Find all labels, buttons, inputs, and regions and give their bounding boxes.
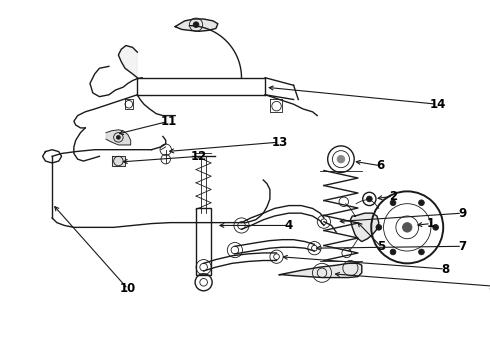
- Circle shape: [390, 200, 396, 206]
- Polygon shape: [112, 156, 125, 166]
- Circle shape: [117, 135, 120, 139]
- Text: 5: 5: [377, 240, 385, 253]
- Polygon shape: [350, 213, 379, 242]
- Text: 10: 10: [120, 282, 136, 296]
- Circle shape: [402, 222, 412, 232]
- Bar: [196, 208, 211, 275]
- Text: 2: 2: [389, 190, 397, 203]
- Polygon shape: [106, 130, 131, 145]
- Circle shape: [376, 225, 382, 230]
- Circle shape: [337, 156, 345, 163]
- Text: 1: 1: [427, 217, 435, 230]
- Text: 6: 6: [377, 159, 385, 172]
- Polygon shape: [279, 264, 362, 278]
- Circle shape: [193, 22, 199, 27]
- Polygon shape: [175, 19, 218, 31]
- Text: 12: 12: [191, 150, 207, 163]
- Polygon shape: [119, 45, 137, 78]
- Text: 3: 3: [489, 280, 490, 293]
- Circle shape: [433, 225, 439, 230]
- Text: 13: 13: [271, 136, 288, 149]
- Text: 14: 14: [429, 98, 446, 111]
- Circle shape: [418, 249, 424, 255]
- Text: 7: 7: [458, 240, 466, 253]
- Text: 9: 9: [458, 207, 466, 220]
- Circle shape: [367, 196, 372, 202]
- Circle shape: [418, 200, 424, 206]
- Text: 4: 4: [285, 219, 293, 232]
- Text: 11: 11: [160, 115, 177, 128]
- Circle shape: [390, 249, 396, 255]
- Text: 8: 8: [441, 262, 449, 275]
